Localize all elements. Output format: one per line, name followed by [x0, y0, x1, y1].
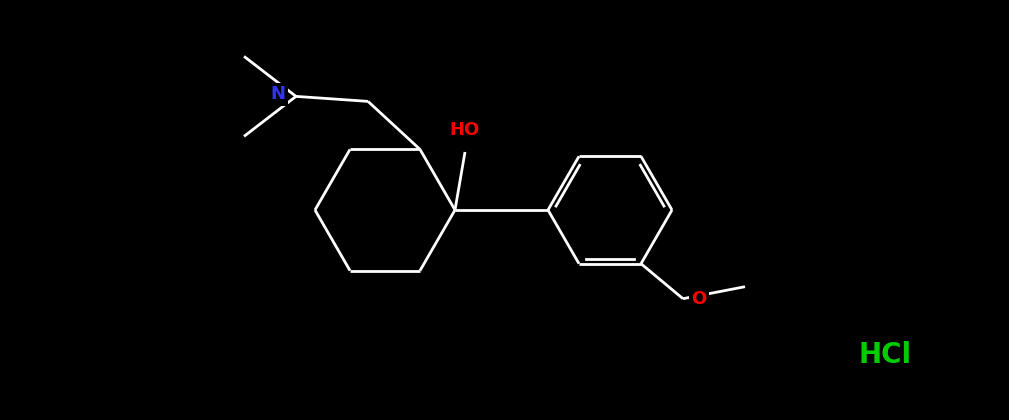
- Text: N: N: [270, 85, 286, 103]
- Text: HCl: HCl: [859, 341, 911, 369]
- Text: O: O: [691, 290, 706, 308]
- Text: HO: HO: [450, 121, 480, 139]
